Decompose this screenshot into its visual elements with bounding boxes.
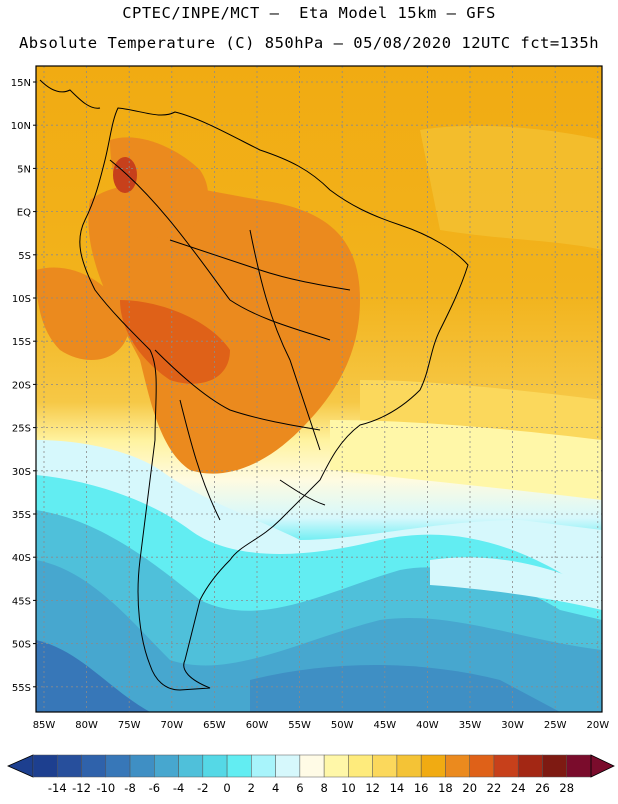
colorbar: -14 -12 -10 -8 -6 -4 -2 0 2 4 6 8 10 12 14 16 18 20 22 24 26…	[7, 754, 615, 795]
colorbar-swatch	[32, 754, 58, 778]
colorbar-label: 16	[414, 781, 429, 795]
colorbar-swatch	[493, 754, 519, 778]
colorbar-swatch	[154, 754, 179, 778]
colorbar-swatch	[517, 754, 543, 778]
colorbar-label: 24	[511, 781, 526, 795]
colorbar-swatch	[105, 754, 131, 778]
colorbar-swatch	[372, 754, 398, 778]
colorbar-label: -10	[96, 781, 115, 795]
lon-label: 20W	[586, 720, 609, 731]
colorbar-label: 0	[223, 781, 230, 795]
colorbar-label: 14	[390, 781, 405, 795]
lat-label: 5N	[17, 164, 31, 175]
lat-label: 40S	[12, 553, 31, 564]
colorbar-label: 12	[365, 781, 380, 795]
lon-label: 40W	[416, 720, 439, 731]
longitude-labels: 85W 80W 75W 70W 65W 60W 55W 50W 45W 40W 35W 30W 25W 2…	[33, 720, 610, 731]
colorbar-label: 26	[535, 781, 550, 795]
colorbar-swatch	[81, 754, 107, 778]
colorbar-swatch	[226, 754, 252, 778]
colorbar-swatch	[469, 754, 495, 778]
colorbar-swatch	[275, 754, 301, 778]
colorbar-label: -14	[48, 781, 67, 795]
map-grid	[36, 66, 602, 712]
lon-label: 25W	[544, 720, 567, 731]
lat-label: 15S	[12, 337, 31, 348]
colorbar-swatch	[445, 754, 470, 778]
lat-label: 45S	[12, 596, 31, 607]
colorbar-arrow-left	[7, 754, 34, 778]
lon-label: 45W	[373, 720, 396, 731]
lon-label: 65W	[203, 720, 226, 731]
colorbar-label: -12	[72, 781, 91, 795]
colorbar-label: 6	[296, 781, 303, 795]
lon-label: 35W	[459, 720, 482, 731]
lon-label: 85W	[33, 720, 56, 731]
colorbar-swatch	[299, 754, 325, 778]
lat-label: 55S	[12, 683, 31, 694]
colorbar-label: 10	[341, 781, 356, 795]
colorbar-swatch	[396, 754, 422, 778]
colorbar-label: -6	[149, 781, 160, 795]
colorbar-label: 18	[438, 781, 453, 795]
chart-title-line1: CPTEC/INPE/MCT – Eta Model 15km – GFS	[122, 4, 496, 22]
colorbar-label: -8	[124, 781, 135, 795]
colorbar-swatch	[323, 754, 349, 778]
coastlines-borders	[39, 79, 469, 691]
lat-label: 15N	[11, 78, 31, 89]
lon-label: 75W	[118, 720, 141, 731]
lat-label: 20S	[12, 380, 31, 391]
lat-label: 10N	[11, 121, 31, 132]
lon-label: 30W	[501, 720, 524, 731]
map-frame	[35, 65, 603, 713]
lat-label: 25S	[12, 424, 31, 435]
lon-label: 80W	[75, 720, 98, 731]
lon-label: 70W	[160, 720, 183, 731]
colorbar-label: -4	[173, 781, 184, 795]
colorbar-label: 22	[487, 781, 502, 795]
colorbar-label: -2	[197, 781, 208, 795]
lon-label: 55W	[288, 720, 311, 731]
lat-label: 35S	[12, 510, 31, 521]
colorbar-arrow-right	[590, 754, 615, 778]
colorbar-label: 28	[559, 781, 574, 795]
lon-label: 50W	[331, 720, 354, 731]
lat-label: EQ	[17, 208, 31, 219]
colorbar-label: 20	[462, 781, 477, 795]
colorbar-swatch	[178, 754, 204, 778]
lon-label: 60W	[246, 720, 269, 731]
colorbar-swatch	[542, 754, 567, 778]
lat-label: 5S	[18, 251, 31, 262]
colorbar-swatch	[348, 754, 373, 778]
colorbar-swatch	[251, 754, 276, 778]
lat-label: 50S	[12, 640, 31, 651]
lat-label: 10S	[12, 294, 31, 305]
colorbar-swatch	[129, 754, 155, 778]
lat-label: 30S	[12, 467, 31, 478]
temperature-field	[36, 66, 602, 712]
latitude-labels: 15N 10N 5N EQ 5S 10S 15S 20S 25S 30S 35S 40S 45S 50S 5…	[11, 78, 36, 694]
colorbar-swatch	[566, 754, 592, 778]
colorbar-label: 8	[320, 781, 327, 795]
chart-title-line2: Absolute Temperature (C) 850hPa – 05/08/…	[18, 34, 600, 52]
colorbar-label: 4	[272, 781, 279, 795]
colorbar-label: 2	[248, 781, 255, 795]
colorbar-swatch	[57, 754, 82, 778]
colorbar-swatch	[202, 754, 228, 778]
colorbar-swatch	[420, 754, 446, 778]
